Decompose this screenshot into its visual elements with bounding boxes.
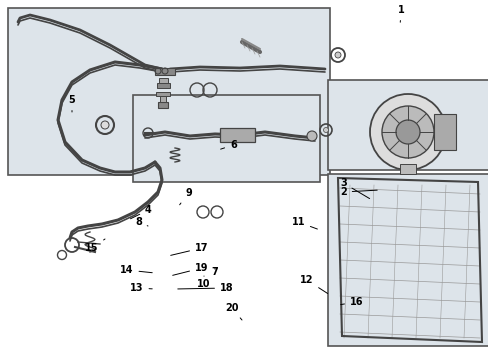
Circle shape <box>334 52 340 58</box>
Bar <box>160 96 165 102</box>
Text: 13: 13 <box>130 283 152 293</box>
Text: 11: 11 <box>291 217 317 229</box>
Text: 17: 17 <box>170 243 208 255</box>
Text: 10: 10 <box>197 276 210 289</box>
Circle shape <box>323 127 328 132</box>
Bar <box>327 174 488 346</box>
Text: 19: 19 <box>172 263 208 275</box>
Bar <box>133 95 319 182</box>
Bar <box>327 80 488 170</box>
Text: 1: 1 <box>397 5 404 22</box>
Text: 4: 4 <box>130 205 151 219</box>
Bar <box>399 164 415 174</box>
Bar <box>157 83 170 88</box>
Text: 14: 14 <box>120 265 152 275</box>
Circle shape <box>306 131 316 141</box>
Text: 3: 3 <box>339 178 369 199</box>
Text: 20: 20 <box>224 303 242 320</box>
Bar <box>159 78 168 83</box>
Text: 5: 5 <box>68 95 75 112</box>
Text: 7: 7 <box>211 267 218 277</box>
Bar <box>433 114 455 150</box>
Bar <box>158 102 168 108</box>
Bar <box>8 8 329 175</box>
Bar <box>156 92 170 96</box>
Circle shape <box>101 121 109 129</box>
Text: 2: 2 <box>339 187 376 197</box>
Text: 15: 15 <box>85 239 105 253</box>
Text: 9: 9 <box>179 188 191 205</box>
Text: 6: 6 <box>220 140 236 150</box>
Text: 18: 18 <box>178 283 233 293</box>
Circle shape <box>381 106 433 158</box>
Text: 12: 12 <box>299 275 327 293</box>
Text: 8: 8 <box>135 217 148 227</box>
Bar <box>220 128 254 142</box>
Circle shape <box>369 94 445 170</box>
Text: 16: 16 <box>340 297 363 307</box>
Bar <box>155 68 175 75</box>
Circle shape <box>395 120 419 144</box>
